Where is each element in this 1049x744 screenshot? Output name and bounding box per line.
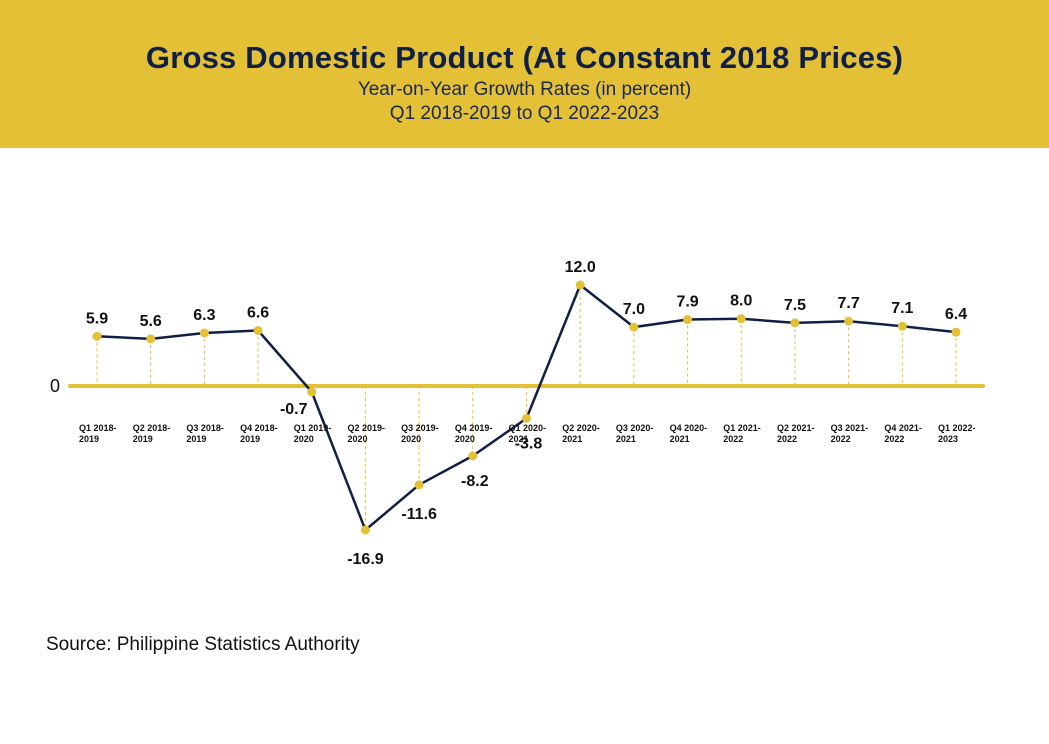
source-note: Source: Philippine Statistics Authority (46, 634, 360, 655)
chart-range: Q1 2018-2019 to Q1 2022-2023 (389, 103, 660, 124)
data-point (844, 316, 854, 326)
data-point (897, 321, 907, 331)
data-point (468, 451, 478, 461)
data-label: -16.9 (347, 551, 384, 568)
category-label: Q2 2018-2019 (133, 423, 171, 444)
data-label: 6.4 (945, 306, 967, 323)
data-label: 7.5 (784, 297, 806, 314)
data-label: 5.9 (86, 310, 108, 327)
data-label: 7.9 (676, 294, 698, 311)
category-label: Q1 2021-2022 (723, 423, 761, 444)
data-point (146, 334, 156, 344)
category-label: Q2 2020-2021 (562, 423, 600, 444)
data-label: 6.6 (247, 304, 269, 321)
chart-subtitle: Year-on-Year Growth Rates (in percent) (357, 79, 692, 100)
category-label: Q1 2018-2019 (79, 423, 117, 444)
category-label: Q1 2020-2021 (509, 423, 547, 444)
data-point (522, 413, 531, 423)
data-label: 7.7 (838, 295, 860, 312)
category-label: Q2 2019-2020 (347, 423, 385, 444)
category-label: Q4 2021-2022 (884, 423, 922, 444)
data-label: -11.6 (401, 506, 437, 523)
data-point (414, 480, 424, 490)
chart-title: Gross Domestic Product (At Constant 2018… (145, 40, 904, 75)
zero-axis-label: 0 (50, 376, 60, 396)
data-point (307, 387, 317, 397)
data-label: 6.3 (193, 307, 215, 324)
series-line (96, 283, 957, 532)
data-point (629, 322, 639, 332)
category-label: Q4 2020-2021 (670, 423, 708, 444)
data-point (92, 331, 102, 341)
category-label: Q3 2019-2020 (401, 423, 439, 444)
data-label: 5.6 (140, 313, 162, 330)
category-label: Q4 2018-2019 (240, 423, 278, 444)
data-point (683, 315, 693, 325)
data-label: 7.1 (891, 300, 913, 317)
gdp-line-chart: 0 5.9 5.6 6.3 6.6 -0.7 -16.9 -11.6 -8.2 -3.8 12.0 7… (50, 259, 985, 568)
data-label: -8.2 (461, 473, 489, 490)
data-point (736, 314, 746, 324)
data-point (199, 328, 209, 338)
category-label: Q2 2021-2022 (777, 423, 815, 444)
category-label: Q3 2020-2021 (616, 423, 654, 444)
data-point (790, 318, 800, 328)
data-label: 8.0 (730, 293, 752, 310)
category-label: Q1 2019-2020 (294, 423, 332, 444)
data-label: -0.7 (280, 401, 308, 418)
data-label: -3.8 (515, 435, 543, 452)
category-label: Q4 2019-2020 (455, 423, 493, 444)
data-point (360, 525, 370, 535)
category-label: Q3 2018-2019 (186, 423, 224, 444)
data-point (575, 280, 585, 290)
category-label: Q1 2022-2023 (938, 423, 976, 444)
data-point (951, 327, 961, 337)
data-label: 12.0 (565, 259, 596, 276)
data-label: 7.0 (623, 301, 645, 318)
header-banner: Gross Domestic Product (At Constant 2018… (0, 0, 1049, 148)
data-point (253, 325, 263, 335)
category-label: Q3 2021-2022 (831, 423, 869, 444)
